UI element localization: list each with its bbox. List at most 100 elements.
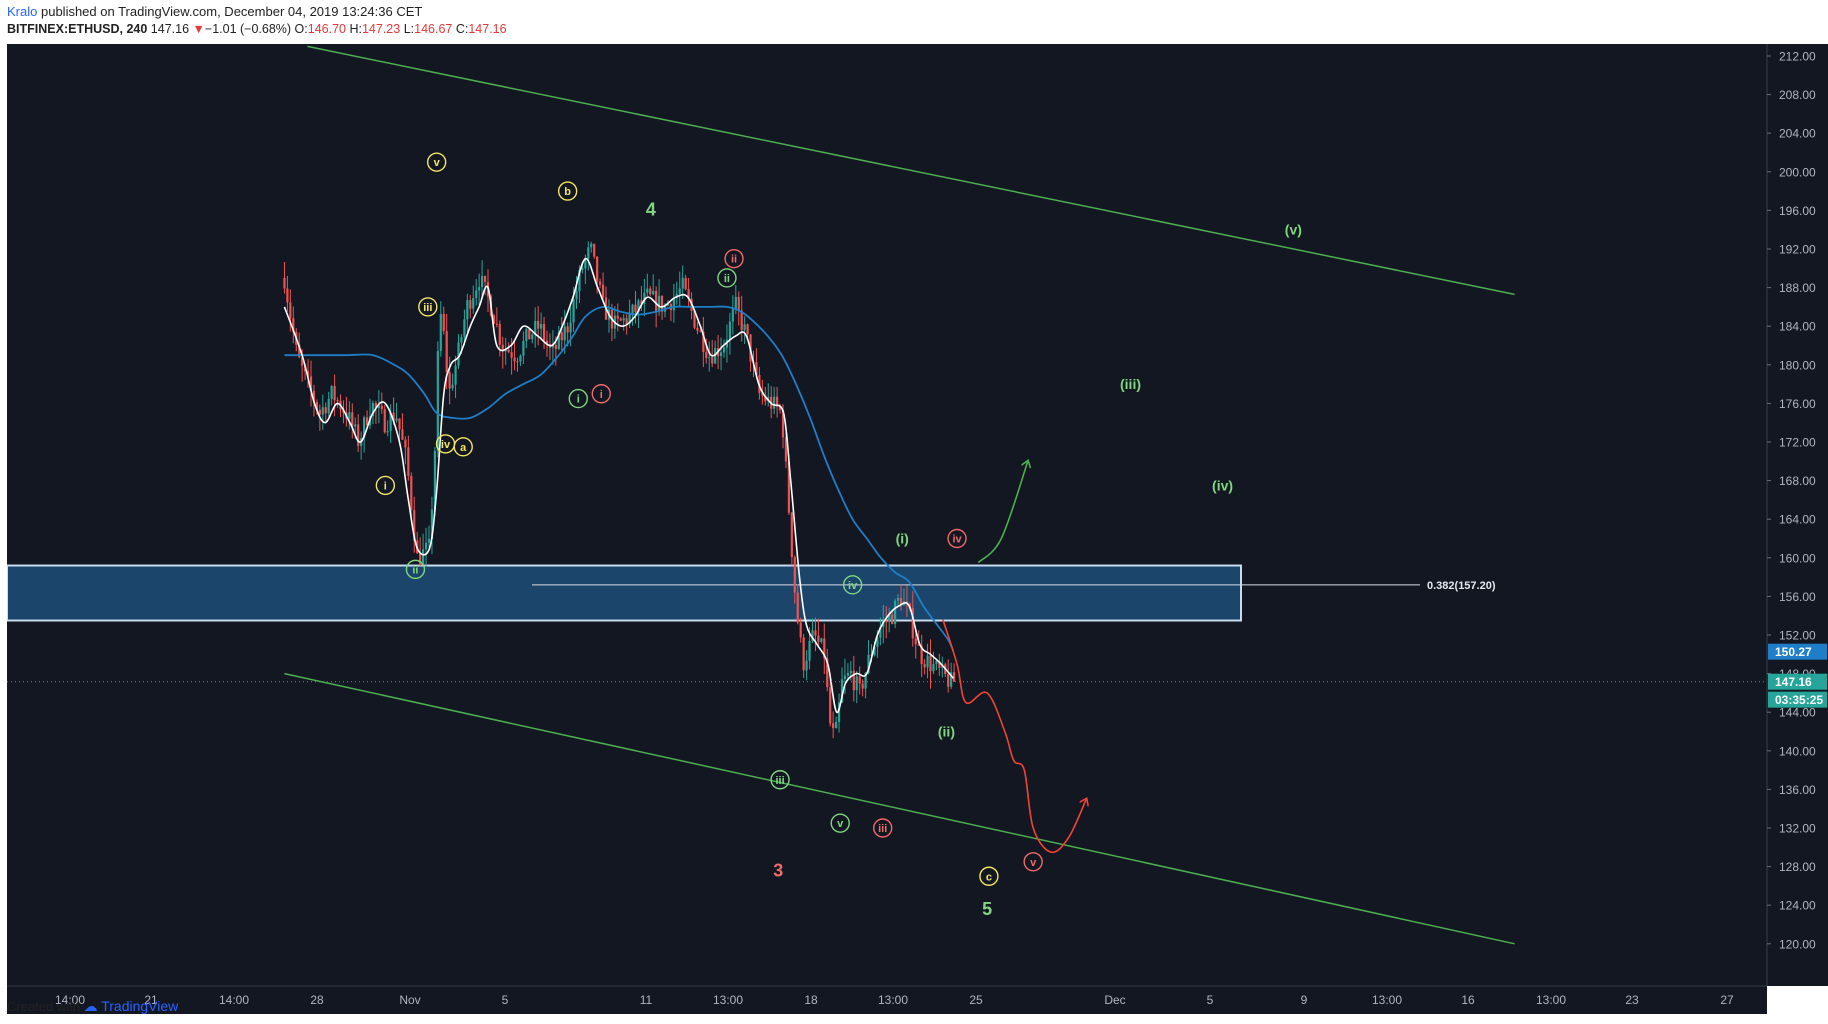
candle-body <box>504 349 507 352</box>
candle-body <box>528 329 531 340</box>
candle <box>634 290 637 324</box>
wave-label: iii <box>770 770 790 790</box>
tradingview-brand[interactable]: TradingView <box>101 998 179 1014</box>
candle <box>923 659 926 675</box>
candle <box>478 273 481 305</box>
wave-label: v <box>830 813 850 833</box>
candle-body <box>950 672 953 687</box>
candle-body <box>451 384 454 389</box>
candle-body <box>389 412 392 432</box>
price-badge-text: 150.27 <box>1775 645 1812 659</box>
candle <box>395 402 398 423</box>
candle <box>590 241 593 253</box>
wave-label-circle <box>591 384 611 404</box>
candle-body <box>525 329 528 342</box>
wave-label-text: (v) <box>1285 222 1302 238</box>
candle-body <box>731 309 734 322</box>
candle <box>861 679 864 697</box>
wave-label-circle <box>426 152 447 172</box>
wave-label: a <box>453 437 473 457</box>
low-value: 146.67 <box>414 22 453 36</box>
candle <box>292 306 295 344</box>
candle-body <box>542 323 546 341</box>
chart-header-ohlc: BITFINEX:ETHUSD, 240 147.16 ▼−1.01 (−0.6… <box>7 22 507 36</box>
candle-body <box>829 687 832 724</box>
wave-label-text: v <box>1030 857 1037 869</box>
candle-body <box>888 614 891 622</box>
candle-body <box>495 323 498 325</box>
y-tick-label: 136.00 <box>1779 783 1816 797</box>
author-link[interactable]: Kralo <box>7 4 38 19</box>
candle-body <box>790 512 793 558</box>
wave-label-text: (ii) <box>938 724 955 740</box>
candle-body <box>545 340 549 345</box>
candle <box>855 671 858 704</box>
candle <box>439 301 442 357</box>
candle-body <box>472 298 475 309</box>
candle-body <box>658 295 661 312</box>
candle <box>383 404 386 434</box>
candle <box>708 341 711 372</box>
candle-body <box>392 412 395 421</box>
candle-body <box>424 542 428 550</box>
candle <box>330 385 333 406</box>
candle-body <box>321 407 324 415</box>
candle-body <box>696 327 699 331</box>
wave-label-text: ii <box>724 273 730 285</box>
candle <box>820 637 823 644</box>
candle <box>684 274 687 291</box>
candle <box>365 410 369 428</box>
candle-body <box>427 538 431 543</box>
x-tick-label: 13:00 <box>878 993 908 1007</box>
candle-body <box>778 406 782 410</box>
candle-body <box>840 679 844 703</box>
candle-body <box>292 318 295 333</box>
candle-body <box>867 654 870 673</box>
y-tick-label: 176.00 <box>1779 397 1816 411</box>
x-tick-label: 16 <box>1461 993 1475 1007</box>
candle-body <box>510 352 513 358</box>
candle <box>899 584 903 611</box>
candle-body <box>404 439 407 448</box>
candle <box>525 327 528 349</box>
candle <box>348 401 351 430</box>
candle <box>693 309 696 330</box>
candle <box>374 400 377 424</box>
wave-label-text: ii <box>731 254 737 266</box>
candle <box>481 260 484 299</box>
candle <box>743 316 746 344</box>
candle <box>852 655 855 702</box>
candle <box>551 330 554 365</box>
candle <box>599 278 602 289</box>
wave-label: 3 <box>773 860 783 880</box>
wave-label-circle <box>947 528 967 549</box>
candle-body <box>911 608 914 639</box>
plot-area <box>7 44 1767 986</box>
candle <box>914 629 917 659</box>
candle-body <box>507 349 510 353</box>
wave-label-text: iv <box>952 534 962 546</box>
candle <box>448 356 451 405</box>
wave-label: (iii) <box>1120 376 1141 392</box>
fib-level-label: 0.382(157.20) <box>1427 580 1496 592</box>
candle <box>728 312 731 355</box>
price-change: −1.01 (−0.68%) <box>204 22 292 36</box>
wave-label: b <box>557 181 578 201</box>
wave-label-text: i <box>577 394 580 406</box>
candle-body <box>318 409 321 415</box>
candle <box>424 527 428 567</box>
candle-body <box>478 286 481 291</box>
candle <box>843 658 847 694</box>
candle <box>829 673 832 727</box>
candle-body <box>386 431 389 433</box>
candle-body <box>672 297 675 311</box>
candle-body <box>519 355 522 362</box>
candle-body <box>572 299 575 323</box>
candle-body <box>315 401 318 410</box>
candle <box>672 283 675 323</box>
wave-label-circle <box>770 770 790 790</box>
wave-label-text: 4 <box>646 199 656 219</box>
candle <box>422 533 425 565</box>
